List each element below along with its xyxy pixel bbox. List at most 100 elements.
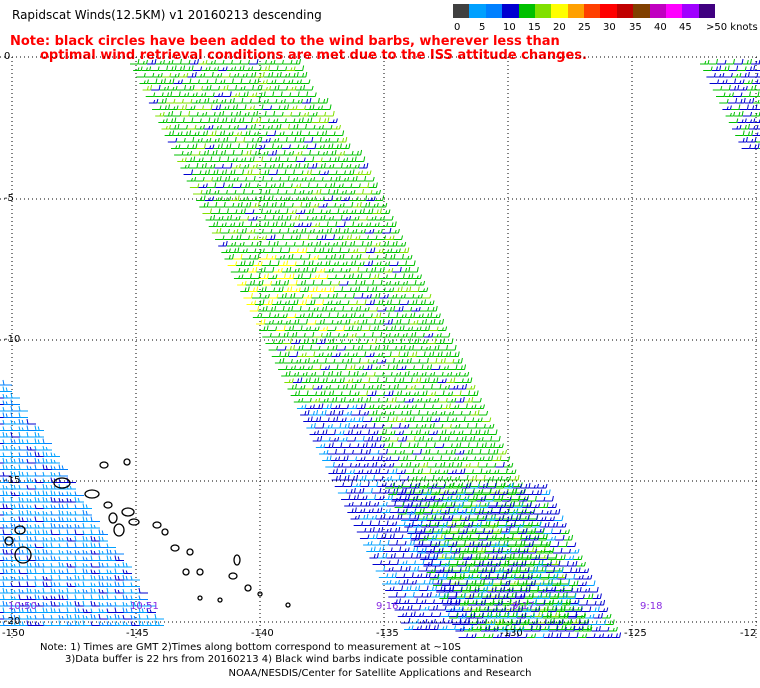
wind-barb: [467, 579, 477, 585]
wind-barb: [356, 456, 366, 461]
wind-barb: [255, 248, 265, 253]
wind-barb: [277, 292, 287, 299]
wind-barb: [359, 462, 369, 468]
wind-barb: [484, 578, 494, 585]
wind-barb: [495, 533, 506, 539]
wind-barb: [42, 581, 52, 587]
wind-barb: [360, 429, 371, 435]
island-outline: [217, 597, 223, 603]
wind-barb: [328, 241, 339, 247]
wind-barb: [356, 403, 366, 409]
wind-barb: [58, 491, 68, 496]
wind-barb: [501, 580, 511, 586]
wind-barb: [10, 568, 20, 574]
wind-barb: [467, 580, 477, 586]
wind-barb: [356, 175, 367, 182]
wind-barb: [374, 546, 385, 552]
wind-barb: [187, 143, 198, 149]
wind-barb: [341, 267, 351, 273]
wind-barb: [334, 130, 345, 136]
wind-barb: [376, 533, 387, 539]
wind-barb: [418, 566, 428, 572]
wind-barb: [506, 469, 517, 474]
wind-barb: [283, 59, 293, 65]
wind-barb: [556, 604, 566, 611]
wind-barb: [247, 196, 257, 201]
wind-barb: [314, 299, 325, 305]
wind-barb: [495, 586, 506, 593]
wind-barb: [527, 599, 538, 606]
wind-barb: [416, 475, 427, 481]
wind-barb: [752, 79, 760, 84]
wind-barb: [555, 585, 565, 591]
wind-barb: [221, 72, 231, 78]
wind-barb: [114, 621, 124, 626]
wind-barb: [66, 613, 76, 620]
wind-barb: [341, 494, 351, 500]
wind-barb: [515, 592, 526, 598]
wind-barb: [284, 325, 295, 331]
wind-barb: [351, 305, 362, 312]
wind-barb: [380, 436, 391, 442]
wind-barb: [481, 541, 492, 547]
wind-barb: [18, 516, 28, 522]
wind-barb: [373, 352, 384, 357]
wind-barb: [558, 591, 568, 598]
wind-barb: [98, 581, 108, 587]
wind-barb: [10, 457, 20, 464]
wind-barb: [217, 117, 228, 123]
wind-barb: [330, 332, 340, 338]
wind-barb: [319, 170, 330, 175]
wind-barb: [347, 156, 357, 162]
wind-barb: [322, 455, 332, 461]
wind-barb: [729, 84, 740, 91]
wind-barb: [282, 111, 293, 117]
wind-barb: [410, 358, 421, 364]
scale-swatch: [584, 4, 601, 18]
wind-barb: [414, 313, 424, 318]
wind-barb: [244, 260, 255, 266]
wind-barb: [295, 189, 305, 195]
wind-barb: [229, 176, 239, 182]
wind-barb: [301, 149, 312, 156]
wind-barb: [523, 572, 533, 578]
wind-barb: [372, 560, 383, 565]
wind-barb: [221, 124, 231, 130]
wind-barb: [453, 586, 463, 591]
wind-barb: [308, 235, 319, 240]
wind-barb: [294, 170, 304, 175]
wind-barb: [430, 541, 441, 547]
wind-barb: [434, 443, 445, 448]
island-outline: [113, 523, 125, 537]
wind-barb: [500, 456, 511, 461]
wind-barb: [58, 529, 68, 535]
wind-barb: [197, 162, 207, 169]
wind-barb: [312, 261, 323, 266]
island-outline: [285, 602, 291, 608]
wind-barb: [317, 234, 327, 240]
wind-barb: [388, 312, 399, 318]
scale-swatch: [665, 4, 683, 18]
wind-barb: [435, 338, 445, 344]
wind-barb: [393, 483, 403, 489]
wind-barb: [605, 619, 615, 625]
wind-barb: [362, 520, 372, 526]
wind-barb: [472, 625, 482, 630]
wind-barb: [265, 339, 275, 344]
wind-barb: [394, 253, 404, 260]
wind-barb: [438, 397, 448, 403]
wind-barb: [2, 412, 12, 418]
wind-barb: [316, 287, 327, 292]
wind-barb: [194, 157, 204, 162]
wind-barb: [439, 591, 449, 598]
wind-barb: [358, 267, 368, 273]
wind-barb: [335, 253, 345, 260]
wind-barb: [404, 521, 414, 528]
wind-barb: [339, 455, 349, 461]
wind-barb: [26, 477, 36, 483]
wind-barb: [435, 515, 445, 521]
scale-swatch: [502, 4, 519, 18]
wind-barb: [386, 273, 397, 279]
wind-barb: [412, 326, 422, 331]
wind-barb: [430, 592, 441, 598]
